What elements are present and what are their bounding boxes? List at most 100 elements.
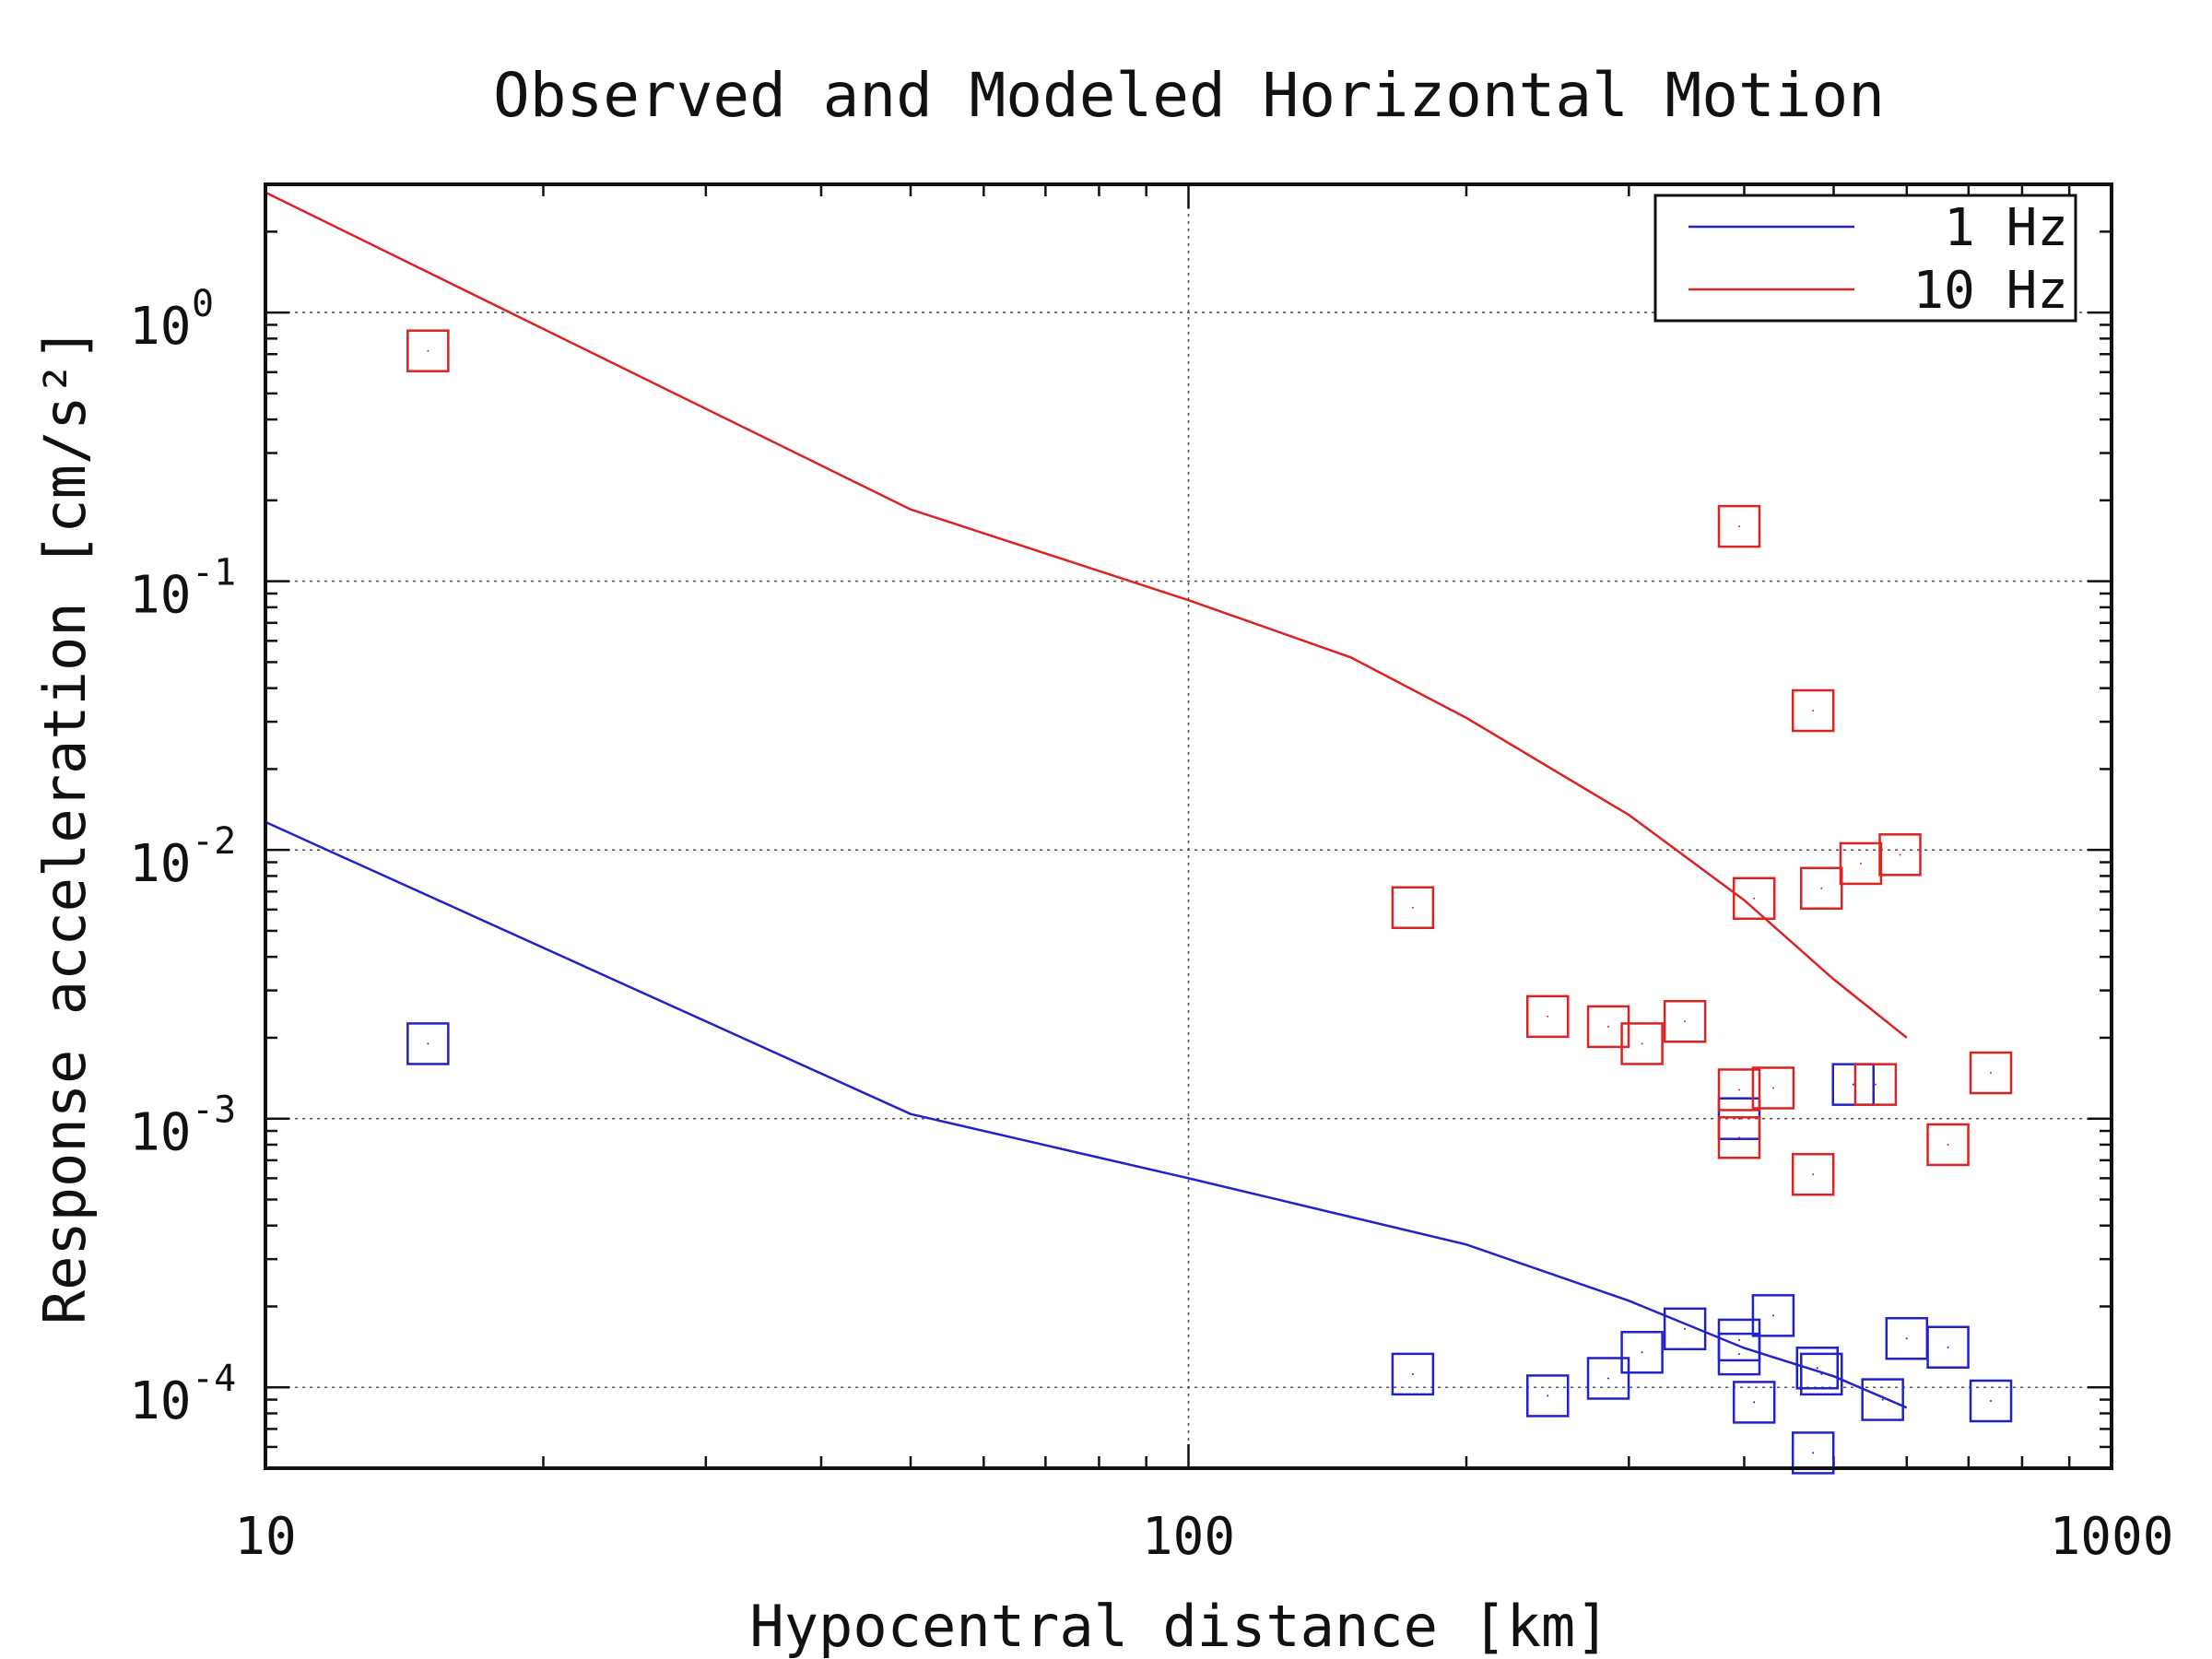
- observed-point-center-10hz: [1812, 1173, 1815, 1176]
- observed-point-10hz: [1853, 1063, 1898, 1106]
- observed-point-1hz: [1926, 1325, 1970, 1369]
- observed-point-1hz: [406, 1022, 450, 1065]
- y-tick-exponent: -4: [192, 1358, 236, 1400]
- y-tick-base: 10: [129, 1103, 191, 1163]
- observed-point-center-10hz: [1771, 1087, 1774, 1089]
- observed-point-center-10hz: [1753, 897, 1756, 900]
- x-tick-labels: 10 100 1000: [234, 1507, 2173, 1567]
- observed-point-1hz: [1620, 1330, 1664, 1374]
- y-tick-label: 10 0: [129, 283, 214, 357]
- observed-point-center-10hz: [1737, 525, 1740, 528]
- observed-point-10hz: [1620, 1022, 1664, 1065]
- observed-point-10hz: [1751, 1066, 1795, 1110]
- y-tick-exponent: -3: [192, 1089, 236, 1132]
- model-line-1hz: [265, 820, 1908, 1409]
- y-tick-exponent: -2: [192, 820, 236, 863]
- y-tick-exponent: 0: [192, 283, 214, 325]
- observed-point-center-1hz: [1641, 1351, 1643, 1354]
- observed-point-1hz: [1831, 1063, 1875, 1106]
- chart-title: Observed and Modeled Horizontal Motion: [493, 60, 1885, 131]
- observed-point-1hz: [1586, 1357, 1630, 1400]
- observed-point-10hz: [1969, 1051, 2013, 1095]
- observed-point-1hz: [1791, 1431, 1835, 1475]
- observed-point-10hz: [1732, 877, 1776, 921]
- observed-point-center-1hz: [1852, 1083, 1854, 1086]
- y-tick-base: 10: [129, 834, 191, 894]
- observed-point-center-1hz: [1547, 1394, 1549, 1397]
- observed-point-center-1hz: [1411, 1372, 1414, 1375]
- observed-point-center-10hz: [1737, 1136, 1740, 1139]
- observed-point-center-10hz: [1820, 887, 1823, 889]
- observed-point-center-10hz: [1990, 1072, 1993, 1075]
- y-tick-base: 10: [129, 297, 191, 357]
- observed-point-1hz: [1751, 1294, 1795, 1337]
- y-tick-label: 10 -3: [129, 1089, 236, 1163]
- observed-point-center-10hz: [1947, 1143, 1949, 1146]
- observed-point-1hz: [1795, 1347, 1840, 1390]
- observed-point-center-1hz: [1771, 1314, 1774, 1317]
- legend-label-1hz: 1 Hz: [1944, 198, 2068, 258]
- plot-frame: [264, 182, 2113, 1470]
- observed-point-1hz: [1663, 1307, 1707, 1351]
- observed-point-center-10hz: [1411, 906, 1414, 909]
- observed-point-center-1hz: [1816, 1367, 1818, 1370]
- observed-point-1hz: [1717, 1332, 1761, 1376]
- y-tick-base: 10: [129, 1371, 191, 1431]
- observed-point-1hz: [1391, 1352, 1435, 1396]
- plot-area: [265, 191, 2013, 1475]
- observed-point-10hz: [1717, 1116, 1761, 1159]
- observed-point-center-10hz: [427, 349, 429, 352]
- grid-lines: [265, 184, 2112, 1468]
- x-tick-label: 1000: [2050, 1507, 2174, 1567]
- legend-label-10hz: 10 Hz: [1912, 261, 2068, 321]
- x-tick-label: 100: [1142, 1507, 1235, 1567]
- observed-point-center-1hz: [1947, 1346, 1949, 1348]
- observed-point-center-1hz: [1881, 1398, 1884, 1401]
- legend-box: [1653, 194, 2077, 323]
- observed-point-10hz: [1791, 688, 1835, 733]
- observed-point-10hz: [1791, 1152, 1835, 1196]
- observed-point-10hz: [1800, 866, 1843, 911]
- observed-point-center-10hz: [1547, 1015, 1549, 1018]
- observed-point-center-10hz: [1899, 853, 1901, 856]
- observed-point-1hz: [1732, 1381, 1776, 1424]
- observed-point-center-1hz: [1607, 1377, 1610, 1380]
- observed-point-1hz: [1861, 1378, 1904, 1421]
- observed-point-10hz: [1663, 999, 1707, 1043]
- observed-point-center-1hz: [1737, 1353, 1740, 1356]
- y-axis-label: Response acceleration [cm/s²]: [31, 327, 99, 1325]
- legend: 1 Hz 10 Hz: [1653, 194, 2077, 323]
- observed-point-center-1hz: [427, 1042, 429, 1045]
- observed-point-center-10hz: [1641, 1042, 1643, 1045]
- observed-point-center-1hz: [1990, 1399, 1993, 1402]
- y-tick-label: 10 -1: [129, 552, 236, 626]
- observed-point-1hz: [1525, 1374, 1570, 1418]
- observed-point-center-10hz: [1874, 1083, 1877, 1086]
- observed-point-center-10hz: [1737, 1088, 1740, 1091]
- observed-point-10hz: [1839, 841, 1883, 886]
- observed-point-center-10hz: [1607, 1025, 1610, 1028]
- observed-point-10hz: [1586, 1005, 1630, 1049]
- model-line-10hz: [265, 191, 1908, 1039]
- observed-point-center-1hz: [1905, 1337, 1908, 1340]
- observed-point-10hz: [1391, 886, 1435, 930]
- observed-point-1hz: [1969, 1379, 2013, 1423]
- observed-point-center-1hz: [1812, 1452, 1815, 1454]
- y-tick-exponent: -1: [192, 552, 236, 594]
- observed-point-center-1hz: [1820, 1372, 1823, 1375]
- observed-point-center-1hz: [1737, 1338, 1740, 1341]
- observed-point-10hz: [1525, 994, 1570, 1039]
- y-tick-label: 10 -4: [129, 1358, 236, 1431]
- x-axis-label: Hypocentral distance [km]: [749, 1593, 1609, 1659]
- observed-point-center-1hz: [1753, 1401, 1756, 1404]
- observed-point-center-10hz: [1859, 862, 1862, 865]
- observed-point-center-10hz: [1812, 710, 1815, 712]
- observed-point-center-1hz: [1684, 1327, 1687, 1330]
- observed-point-10hz: [1717, 504, 1761, 548]
- x-tick-label: 10: [234, 1507, 296, 1567]
- y-tick-base: 10: [129, 566, 191, 626]
- observed-point-center-10hz: [1684, 1020, 1687, 1023]
- observed-point-1hz: [1800, 1352, 1843, 1396]
- observed-point-10hz: [1926, 1123, 1970, 1167]
